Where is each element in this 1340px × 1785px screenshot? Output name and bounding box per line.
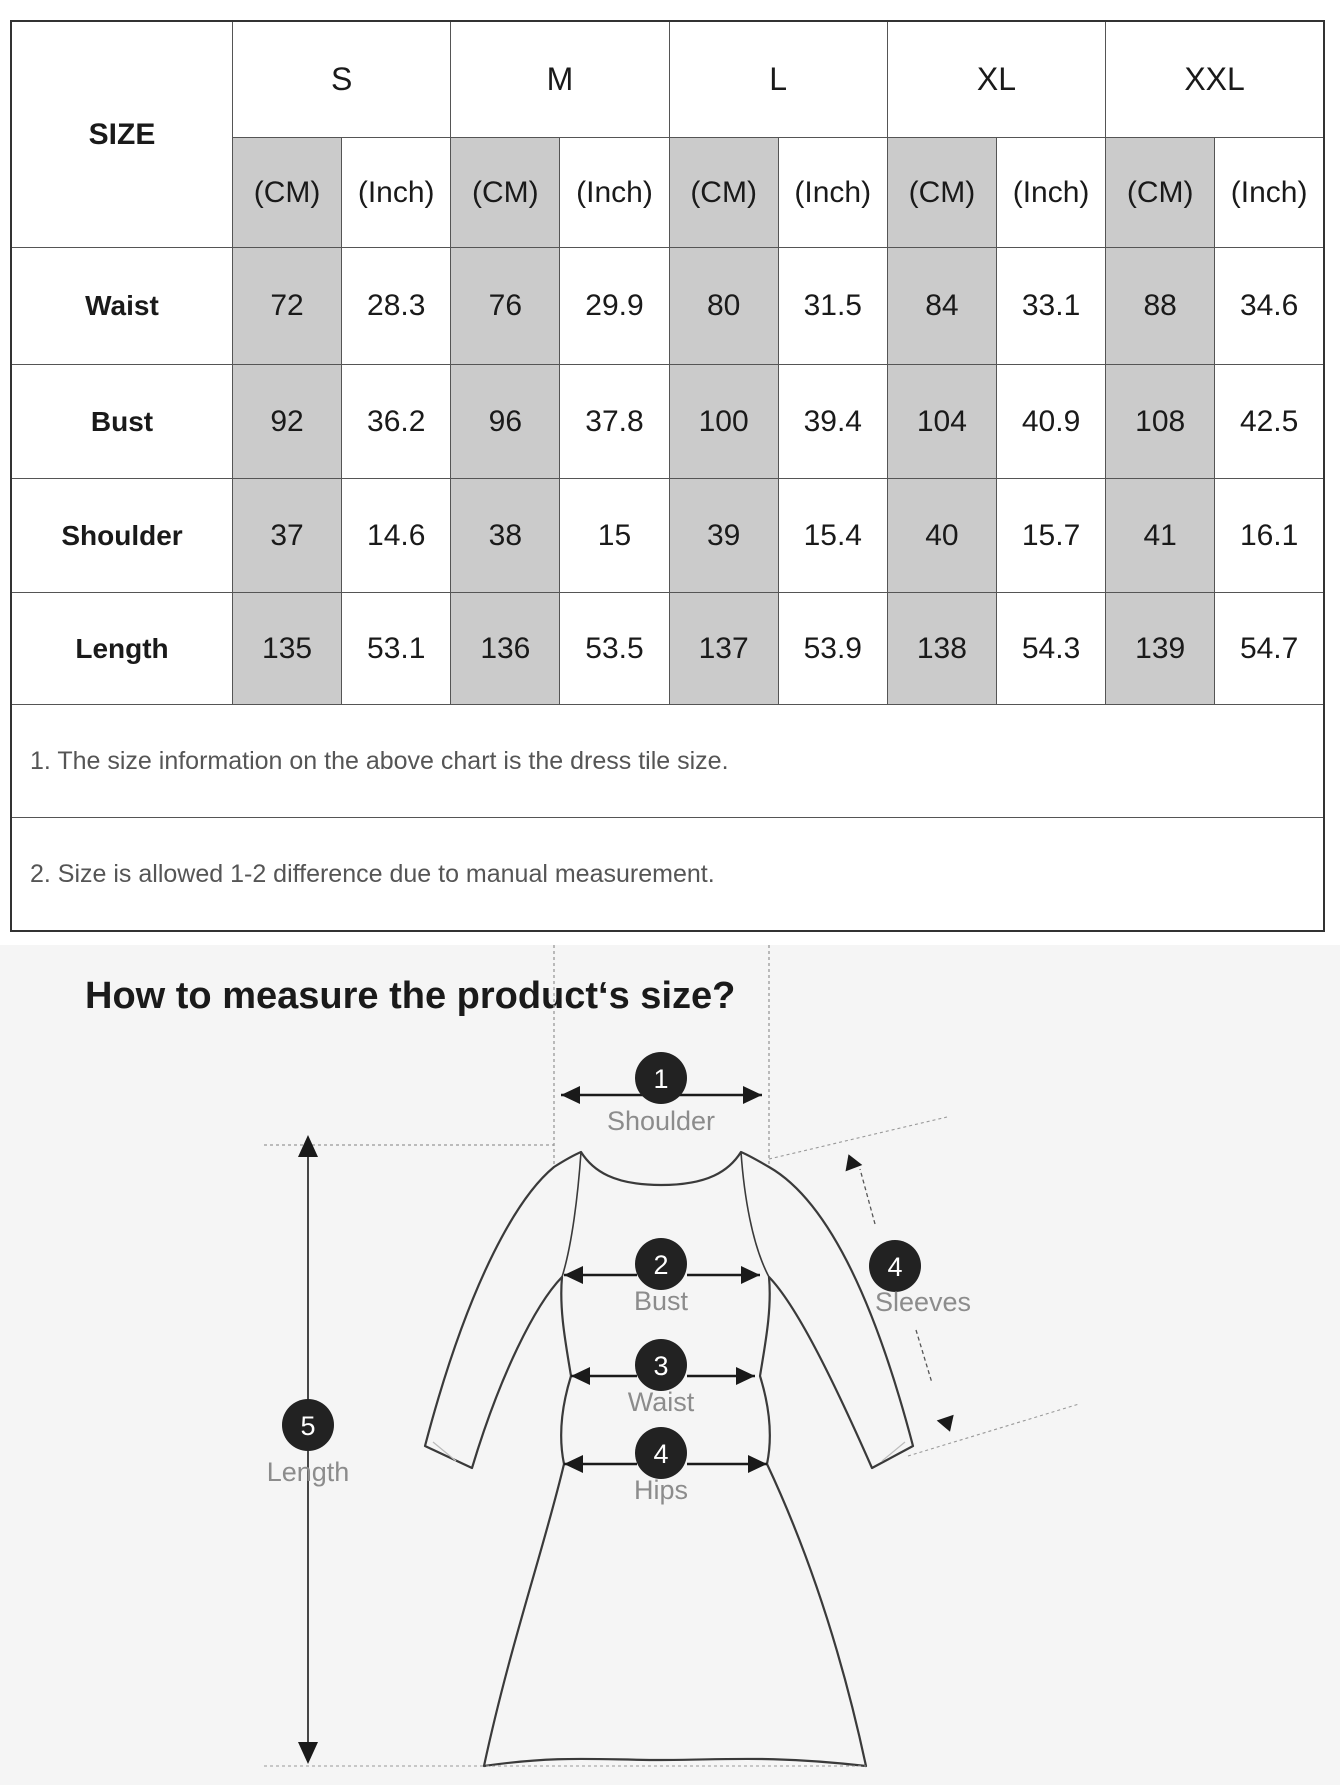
svg-text:Sleeves: Sleeves — [875, 1287, 971, 1317]
svg-text:5: 5 — [300, 1411, 315, 1441]
svg-text:Shoulder: Shoulder — [607, 1106, 715, 1136]
svg-text:4: 4 — [653, 1439, 668, 1469]
svg-text:3: 3 — [653, 1351, 668, 1381]
svg-text:2: 2 — [653, 1250, 668, 1280]
svg-text:Hips: Hips — [634, 1475, 688, 1505]
svg-text:4: 4 — [887, 1252, 902, 1282]
svg-text:1: 1 — [653, 1064, 668, 1094]
svg-text:Bust: Bust — [634, 1286, 689, 1316]
svg-text:Waist: Waist — [628, 1387, 695, 1417]
svg-text:Length: Length — [267, 1457, 350, 1487]
